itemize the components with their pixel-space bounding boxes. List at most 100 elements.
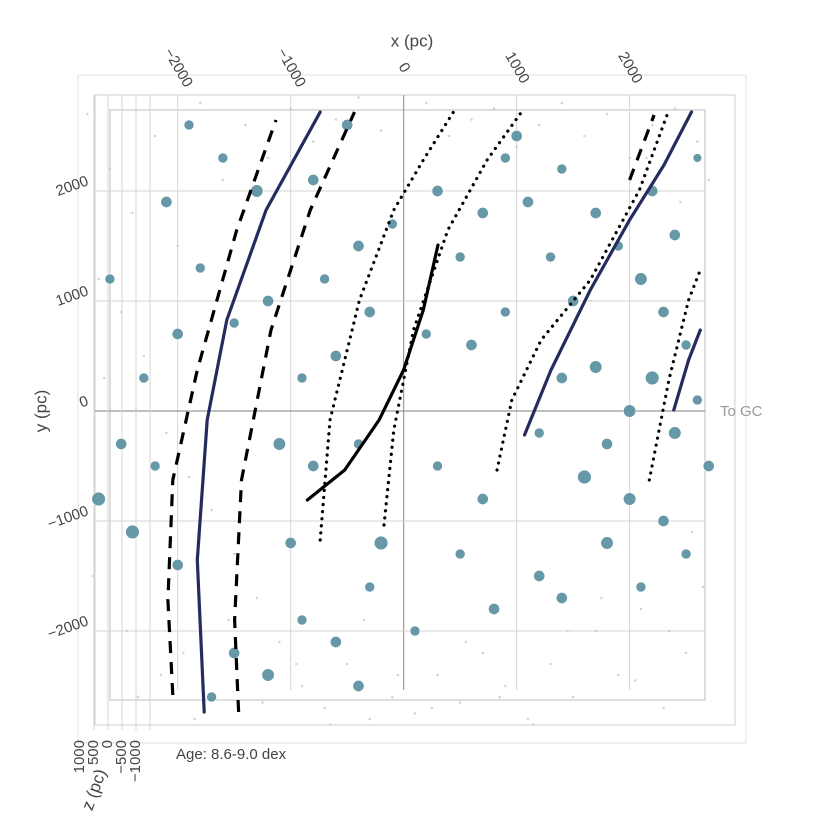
point [430,706,434,710]
point [657,515,670,527]
curve [166,119,278,696]
point [261,701,264,704]
point [555,592,568,604]
point [500,306,511,318]
point [470,118,473,121]
point [334,118,338,121]
point [210,508,213,512]
x-tick-label: 0 [395,60,414,76]
point [680,548,692,560]
point [296,372,308,384]
point [194,262,206,274]
inner-wall [109,109,706,701]
x-tick-label: 1000 [501,49,532,86]
point [431,185,444,197]
point [560,101,564,105]
point [329,350,342,362]
point [171,328,184,340]
point [86,112,89,116]
point [176,244,179,248]
point [600,596,603,600]
point [138,372,150,384]
point [556,163,568,175]
point [690,530,694,534]
point [692,394,703,406]
outer-box [77,74,747,744]
point [680,339,692,351]
point [368,717,372,721]
point [413,712,417,715]
back-wall [94,94,736,726]
point [600,536,614,550]
point [623,492,637,506]
point [307,174,320,186]
point [221,178,225,182]
point [255,596,259,600]
point [104,273,116,285]
point [131,211,134,215]
annotation: To GC [720,403,763,420]
point [266,156,270,160]
point [171,559,184,571]
point [702,460,715,472]
x-tick-label: 2000 [614,49,645,86]
point [623,404,637,418]
point [432,460,443,472]
point [364,581,376,593]
curve [195,110,322,714]
point [515,145,518,149]
point [533,570,546,582]
point [228,317,240,329]
point [396,673,400,677]
x-tick-label: −2000 [160,45,196,90]
curve [495,108,671,472]
point [312,140,315,143]
point [679,200,682,204]
point [476,493,489,505]
point [352,240,365,252]
point [159,673,162,677]
point [108,167,112,171]
point [142,354,146,358]
curve [647,268,702,482]
y-tick-label: 2000 [54,173,91,200]
point [577,469,592,485]
point [289,107,292,110]
point [153,134,157,138]
point [232,552,236,556]
point [667,629,671,633]
point [464,640,468,644]
point [696,140,699,143]
annotation: Age: 8.6-9.0 dex [176,746,287,763]
point [589,360,603,374]
curve [305,243,440,502]
point [668,426,682,440]
point [149,460,161,472]
point [199,101,202,105]
point [634,272,648,286]
point [500,152,511,164]
point [645,156,648,160]
marks [86,96,715,726]
point [617,673,620,677]
point [571,695,575,699]
point [295,662,298,666]
x-axis-title: x (pc) [391,31,434,50]
point [244,123,247,127]
point [278,640,281,644]
point [583,134,586,138]
curve [318,108,457,542]
point [488,603,500,615]
point [328,723,332,726]
point [402,112,405,116]
point [701,585,705,589]
point [136,695,140,699]
z-tick-label: 1000 [71,740,88,773]
point [97,277,100,281]
point [357,96,360,99]
grid [93,95,705,730]
point [594,629,597,633]
z-tick-label: 0 [99,740,116,748]
scene-box [77,74,747,744]
